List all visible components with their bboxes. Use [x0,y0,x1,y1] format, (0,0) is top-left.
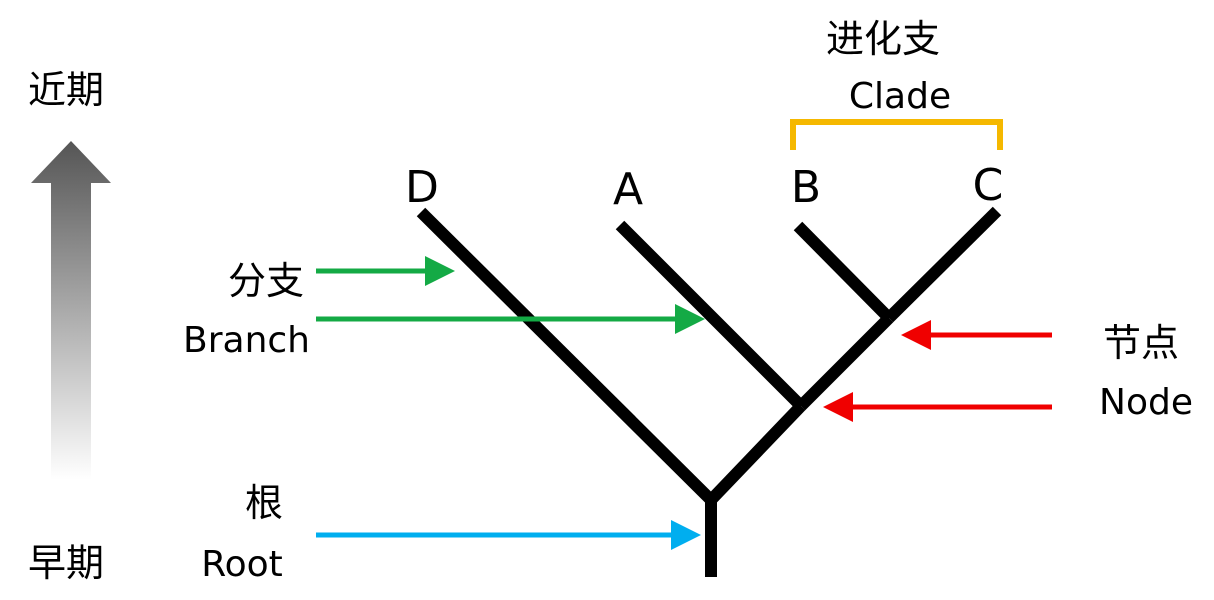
branch-en-label: Branch [183,320,310,361]
time-arrow [31,141,111,480]
branch-zh-label: 分支 [228,259,304,303]
node-zh-label: 节点 [1103,321,1179,365]
branch-to-abc-node [706,401,806,505]
tip-label-d: D [405,162,439,213]
node-en-label: Node [1099,382,1193,423]
root-annotation: 根 Root [201,481,701,585]
clade-bracket [790,119,1003,150]
early-label: 早期 [28,541,104,585]
tip-label-c: C [973,160,1004,211]
branch-c [884,206,1002,323]
root-en-label: Root [201,544,283,585]
clade-annotation: 进化支 Clade [790,17,1003,150]
branch-a [615,220,806,411]
recent-label: 近期 [28,68,104,112]
node-annotation: 节点 Node [823,320,1193,423]
tree [416,206,1002,577]
tip-labels: D A B C [405,160,1003,215]
time-axis: 近期 早期 [28,68,111,585]
clade-zh-label: 进化支 [826,17,940,61]
branch-d [416,207,716,505]
branch-annotation: 分支 Branch [183,256,705,361]
tip-label-b: B [791,162,821,213]
branch-to-bc-node [796,313,894,411]
tip-label-a: A [613,164,643,215]
clade-en-label: Clade [849,76,951,117]
root-zh-label: 根 [245,481,283,525]
branch-b [793,221,894,323]
